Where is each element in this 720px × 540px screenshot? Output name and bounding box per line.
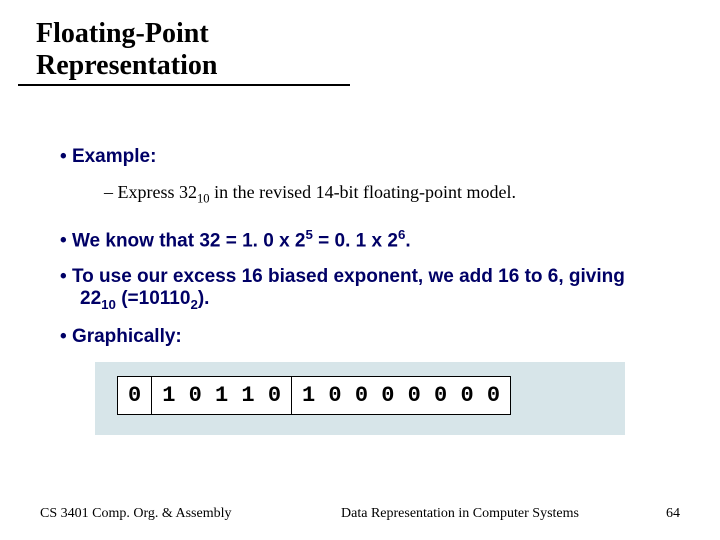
bullet-excess: To use our excess 16 biased exponent, we… — [60, 266, 660, 312]
sign-bit-cell: 0 — [117, 376, 152, 415]
text: Express 32 — [118, 182, 198, 202]
subscript: 10 — [197, 192, 210, 206]
footer-left: CS 3401 Comp. Org. & Assembly — [0, 506, 300, 522]
subscript: 2 — [190, 297, 197, 312]
slide-title: Floating-Point Representation — [18, 0, 350, 86]
footer-center: Data Representation in Computer Systems — [300, 506, 620, 522]
mantissa-bits-cell: 1 0 0 0 0 0 0 0 — [292, 376, 511, 415]
text: (=10110 — [116, 288, 191, 309]
bit-table: 0 1 0 1 1 0 1 0 0 0 0 0 0 0 — [117, 376, 603, 415]
bullet-example: Example: — [60, 146, 660, 168]
subscript: 10 — [101, 297, 116, 312]
text: in the revised 14-bit floating-point mod… — [210, 182, 516, 202]
slide-footer: CS 3401 Comp. Org. & Assembly Data Repre… — [0, 506, 720, 522]
subbullet-express: Express 3210 in the revised 14-bit float… — [104, 182, 660, 207]
bullet-graphically: Graphically: — [60, 326, 660, 348]
text: = 0. 1 x 2 — [313, 230, 398, 251]
page-number: 64 — [620, 506, 720, 522]
text: ). — [198, 288, 210, 309]
bullet-weknow: We know that 32 = 1. 0 x 25 = 0. 1 x 26. — [60, 227, 660, 252]
text: . — [405, 230, 410, 251]
slide-body: Example: Express 3210 in the revised 14-… — [0, 146, 720, 435]
bit-diagram: 0 1 0 1 1 0 1 0 0 0 0 0 0 0 — [95, 362, 625, 435]
exponent-bits-cell: 1 0 1 1 0 — [152, 376, 292, 415]
text: We know that 32 = 1. 0 x 2 — [72, 230, 306, 251]
superscript: 5 — [306, 227, 313, 242]
